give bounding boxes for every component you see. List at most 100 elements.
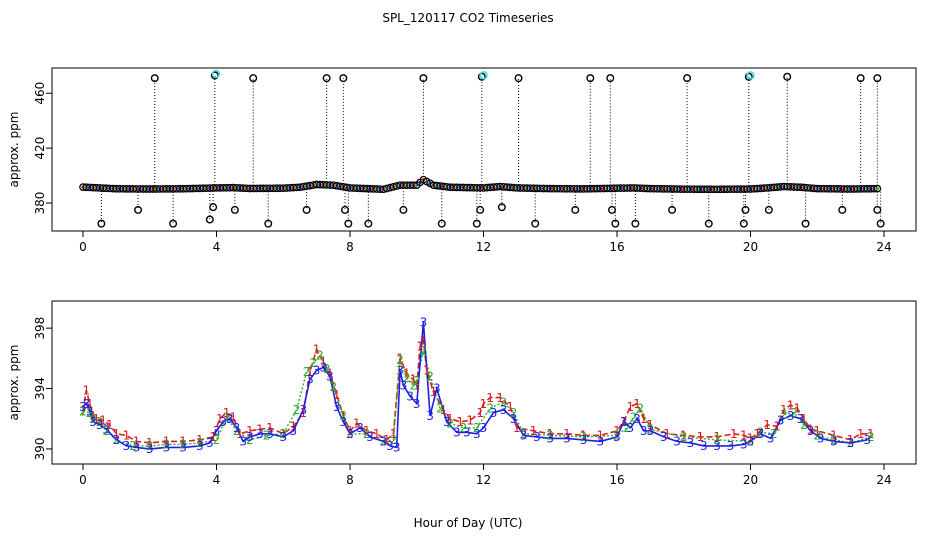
panel2-series-1-point: 1 [319,355,327,369]
panel2-series-3-point: 3 [727,439,735,453]
panel2-series-2-point: 2 [800,418,808,432]
panel2-series-3-point: 3 [256,427,264,441]
panel2-series-3-point: 3 [266,427,274,441]
panel1-spike-point [531,219,540,228]
panel2-series-2-point: 2 [346,427,354,441]
panel1-spike-point [873,74,882,83]
panel2-series-1-point: 1 [747,432,755,446]
panel1-y-tick-label: 420 [33,137,47,160]
panel1-spike-point [476,205,485,214]
panel2-series-3-point: 3 [313,364,321,378]
panel1-spike-point [419,74,428,83]
panel2-series-2-point: 2 [460,421,468,435]
panel2-series-2-point: 2 [396,353,404,367]
panel2-series-3-point: 3 [520,429,528,443]
panel2-series-1-point: 1 [446,412,454,426]
panel2-series-3-point: 3 [406,389,414,403]
panel2-series-3-point: 3 [279,430,287,444]
panel2-series-3-point: 3 [613,430,621,444]
panel2-series-1-point: 1 [106,418,114,432]
panel2-series-3-point: 3 [196,439,204,453]
panel2-series-1-point: 1 [620,415,628,429]
panel2-series-1-point: 1 [640,412,648,426]
panel2-series-2-point: 2 [630,410,638,424]
panel1-spike-point [340,205,349,214]
panel2-series-3-point: 3 [787,409,795,423]
panel2-series-2-point: 2 [813,429,821,443]
panel1-spike-point [856,74,865,83]
panel2-series-2-point: 2 [847,436,855,450]
panel1-spike-point [764,205,773,214]
panel2-series-1-point: 1 [513,421,521,435]
panel1-spike-point [344,219,353,228]
panel2-series-3-point: 3 [213,424,221,438]
panel2-series-1-point: 1 [93,412,101,426]
panel2-series-2-point: 2 [79,404,87,418]
panel2-y-axis-label: approx. ppm [7,345,21,421]
panel2-series-3-point: 3 [420,315,428,329]
panel1-spike-point [150,74,159,83]
panel2-series-2-point: 2 [613,429,621,443]
panel2-series-3-point: 3 [179,441,187,455]
panel2-series-2-point: 2 [426,370,434,384]
panel2-series-3-point: 3 [400,379,408,393]
panel2-series-2-point: 2 [647,423,655,437]
panel1-spike-point [586,74,595,83]
panel2-series-1-point: 1 [236,427,244,441]
panel2-series-3-point: 3 [443,415,451,429]
panel1-spike-point [873,205,882,214]
panel2-series-3-point: 3 [103,423,111,437]
panel2-series-1-point: 1 [420,333,428,347]
panel2-series-1-point: 1 [346,424,354,438]
panel2-series-2-point: 2 [546,429,554,443]
panel2-series-1-point: 1 [279,427,287,441]
co2-scatter-panel: 0 4 8 12 16 20 24 380 420 460 approx. ppm [7,67,917,254]
panel1-spike-point [472,219,481,228]
panel2-series-1-point: 1 [363,424,371,438]
panel2-series-1-point: 1 [229,410,237,424]
panel2-series-1-point: 1 [793,401,801,415]
panel2-series-2-line [82,350,871,447]
panel2-series-1-point: 1 [857,427,865,441]
panel1-spike-point [739,219,748,228]
panel2-series-1-point: 1 [780,403,788,417]
panel2-series-1-point: 1 [423,364,431,378]
panel1-y-axis-label: approx. ppm [7,112,21,188]
panel2-series-1-point: 1 [89,409,97,423]
panel2-series-3-point: 3 [96,418,104,432]
panel2-series-1-point: 1 [223,406,231,420]
panel2-x-tick-label: 0 [79,473,87,487]
panel2-series-3-point: 3 [700,439,708,453]
panel2-series-3-point: 3 [239,435,247,449]
panel2-series-1-point: 1 [79,404,87,418]
panel2-series-3-point: 3 [757,427,765,441]
panel1-spike-point [668,205,677,214]
panel2-series-3-line [82,322,868,450]
panel2-series-3-point: 3 [647,424,655,438]
panel2-series-3-point: 3 [627,421,635,435]
panel2-series-1-point: 1 [256,423,264,437]
panel2-series-2-point: 2 [473,421,481,435]
panel1-spike-point [264,219,273,228]
panel1-spike-point [339,74,348,83]
panel2-series-1-point: 1 [133,435,141,449]
panel2-series-1-point: 1 [390,427,398,441]
panel2-series-3-point: 3 [306,373,314,387]
panel1-spike-point [683,74,692,83]
panel2-series-3-point: 3 [633,412,641,426]
panel1-flagged-point [479,71,488,80]
panel2-series-2-point: 2 [757,426,765,440]
panel2-series-1-point: 1 [613,424,621,438]
panel2-series-3-point: 3 [863,433,871,447]
panel2-series-3-point: 3 [510,412,518,426]
panel2-series-2-point: 2 [146,439,154,453]
panel2-series-1-point: 1 [299,406,307,420]
panel2-series-1-point: 1 [216,412,224,426]
panel2-series-1-point: 1 [416,339,424,353]
panel2-series-2-point: 2 [223,410,231,424]
panel2-series-2-point: 2 [213,433,221,447]
panel2-series-2-point: 2 [867,430,875,444]
panel1-spike-point [744,72,753,81]
